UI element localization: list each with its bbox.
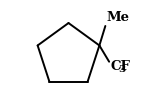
- Text: CF: CF: [110, 59, 130, 72]
- Text: 3: 3: [118, 65, 125, 74]
- Text: Me: Me: [106, 11, 129, 24]
